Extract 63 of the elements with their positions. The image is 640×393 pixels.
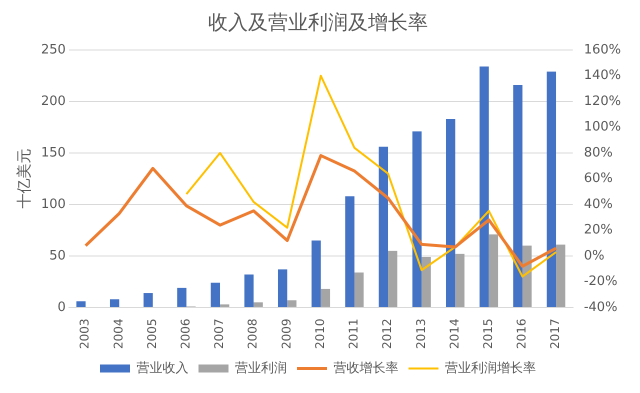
bar	[278, 269, 288, 307]
bar	[378, 146, 388, 307]
bar	[244, 274, 254, 307]
bar	[110, 299, 120, 307]
bar	[446, 119, 456, 307]
bar	[287, 300, 296, 307]
x-tick-label: 2005	[144, 318, 159, 350]
y2-tick-label: 160%	[584, 42, 622, 58]
bar	[388, 250, 398, 307]
bar	[210, 282, 220, 307]
bar	[556, 244, 566, 307]
y2-tick-label: 0%	[584, 248, 604, 264]
bar	[412, 131, 422, 307]
y2-tick-label: -20%	[584, 274, 618, 290]
y-tick-label: 200	[40, 94, 66, 109]
y2-tick-label: 120%	[584, 94, 622, 109]
x-tick-label: 2014	[447, 318, 462, 350]
y2-tick-label: 80%	[584, 145, 613, 160]
y2-tick-label: 60%	[584, 171, 613, 186]
bar	[488, 234, 498, 307]
x-tick-label: 2016	[514, 318, 529, 350]
x-tick-label: 2017	[548, 318, 562, 350]
bar	[546, 72, 556, 307]
x-tick-label: 2013	[414, 318, 428, 350]
bar	[513, 85, 522, 307]
bar	[312, 240, 321, 307]
x-tick-label: 2015	[480, 318, 495, 350]
bar	[320, 288, 330, 307]
bar	[480, 66, 489, 307]
legend-label: 营收增长率	[334, 360, 398, 376]
x-tick-label: 2010	[312, 318, 327, 350]
x-tick-label: 2012	[380, 318, 394, 350]
y2-tick-label: 40%	[584, 196, 613, 212]
bar	[76, 301, 86, 307]
x-tick-label: 2009	[279, 318, 294, 350]
x-tick-label: 2004	[111, 318, 126, 350]
y-tick-label: 50	[49, 248, 66, 264]
legend-label: 营业收入	[136, 360, 188, 376]
x-tick-label: 2011	[346, 318, 361, 350]
y-tick-label: 100	[40, 196, 66, 212]
chart-title: 收入及营业利润及增长率	[208, 10, 428, 34]
y-tick-label: 0	[58, 300, 66, 315]
y2-tick-label: 100%	[584, 120, 622, 135]
y2-tick-label: 20%	[584, 222, 613, 238]
x-tick-label: 2006	[178, 318, 193, 350]
bar	[220, 304, 230, 307]
x-tick-label: 2008	[246, 318, 260, 350]
y-tick-label: 250	[40, 42, 66, 58]
bar	[354, 272, 364, 307]
bar	[422, 257, 431, 307]
bar	[345, 196, 354, 307]
y-axis-title: 十亿美元	[14, 148, 33, 209]
bar	[455, 254, 464, 307]
y-tick-label: 150	[40, 145, 66, 160]
legend-label: 营业利润	[235, 360, 287, 376]
y2-tick-label: 140%	[584, 68, 622, 84]
bar	[144, 293, 153, 307]
x-tick-label: 2003	[78, 318, 92, 350]
legend-label: 营业利润增长率	[445, 360, 536, 376]
y2-tick-label: -40%	[584, 300, 618, 315]
x-tick-label: 2007	[212, 318, 226, 350]
bar	[254, 302, 263, 307]
bar	[177, 288, 186, 307]
